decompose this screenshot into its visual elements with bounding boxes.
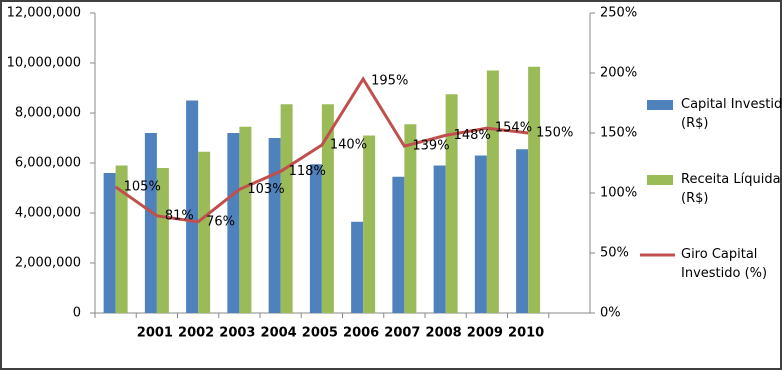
bar xyxy=(103,173,116,313)
y2-tick-label: 150% xyxy=(600,126,637,141)
x-tick-label: 2006 xyxy=(343,326,379,341)
y-tick-label: 12,000,000 xyxy=(7,6,81,21)
line xyxy=(114,76,529,224)
y2-tick-label: 100% xyxy=(600,186,637,201)
y-tick-label: 6,000,000 xyxy=(15,156,81,171)
bar xyxy=(474,155,487,313)
bar xyxy=(309,164,322,313)
y-tick-label: 0 xyxy=(73,306,81,321)
bar xyxy=(115,165,128,313)
data-label: 148% xyxy=(454,128,491,143)
y-tick-label: 8,000,000 xyxy=(15,106,81,121)
x-tick-label: 2005 xyxy=(302,326,338,341)
bar xyxy=(156,168,169,313)
legend-swatch xyxy=(647,100,673,110)
bar xyxy=(321,104,334,313)
y2-tick-label: 50% xyxy=(600,246,629,261)
bar xyxy=(363,135,376,313)
y2-tick-label: 250% xyxy=(600,6,637,21)
legend-label: Giro Capital Investido (%) xyxy=(681,247,768,281)
x-tick-label: 2001 xyxy=(137,326,173,341)
data-label: 139% xyxy=(412,139,449,154)
data-label: 105% xyxy=(124,180,161,195)
y2-tick-label: 200% xyxy=(600,66,637,81)
x-tick-label: 2010 xyxy=(508,326,544,341)
data-label: 150% xyxy=(536,126,573,141)
bar xyxy=(280,104,293,313)
bar xyxy=(528,66,541,313)
data-label: 76% xyxy=(206,214,235,229)
bar xyxy=(404,124,417,313)
bar xyxy=(186,100,199,313)
y-tick-label: 2,000,000 xyxy=(15,256,81,271)
data-label: 154% xyxy=(495,121,532,136)
legend-label: Capital Investido (R$) xyxy=(681,97,782,131)
bar xyxy=(144,133,157,313)
y2-tick-label: 0% xyxy=(600,306,621,321)
bar xyxy=(433,165,446,313)
x-tick-label: 2007 xyxy=(384,326,420,341)
x-tick-label: 2009 xyxy=(467,326,503,341)
data-label: 81% xyxy=(165,208,194,223)
data-label: 118% xyxy=(289,164,326,179)
x-tick-label: 2002 xyxy=(178,326,214,341)
legend-swatch xyxy=(647,175,673,185)
bar xyxy=(351,221,364,313)
x-tick-label: 2004 xyxy=(261,326,297,341)
x-tick-label: 2003 xyxy=(219,326,255,341)
bar xyxy=(268,138,281,313)
y-tick-label: 10,000,000 xyxy=(7,56,81,71)
bar xyxy=(392,176,405,313)
bar xyxy=(486,70,499,313)
bar xyxy=(227,133,240,313)
data-label: 195% xyxy=(371,74,408,89)
x-tick-label: 2008 xyxy=(426,326,462,341)
data-label: 140% xyxy=(330,138,367,153)
data-label: 103% xyxy=(247,182,284,197)
bar xyxy=(516,149,529,313)
bar xyxy=(445,94,458,313)
y-tick-label: 4,000,000 xyxy=(15,206,81,221)
legend-label: Receita Líquida (R$) xyxy=(681,172,781,206)
bar xyxy=(198,151,211,313)
bar xyxy=(239,126,252,313)
